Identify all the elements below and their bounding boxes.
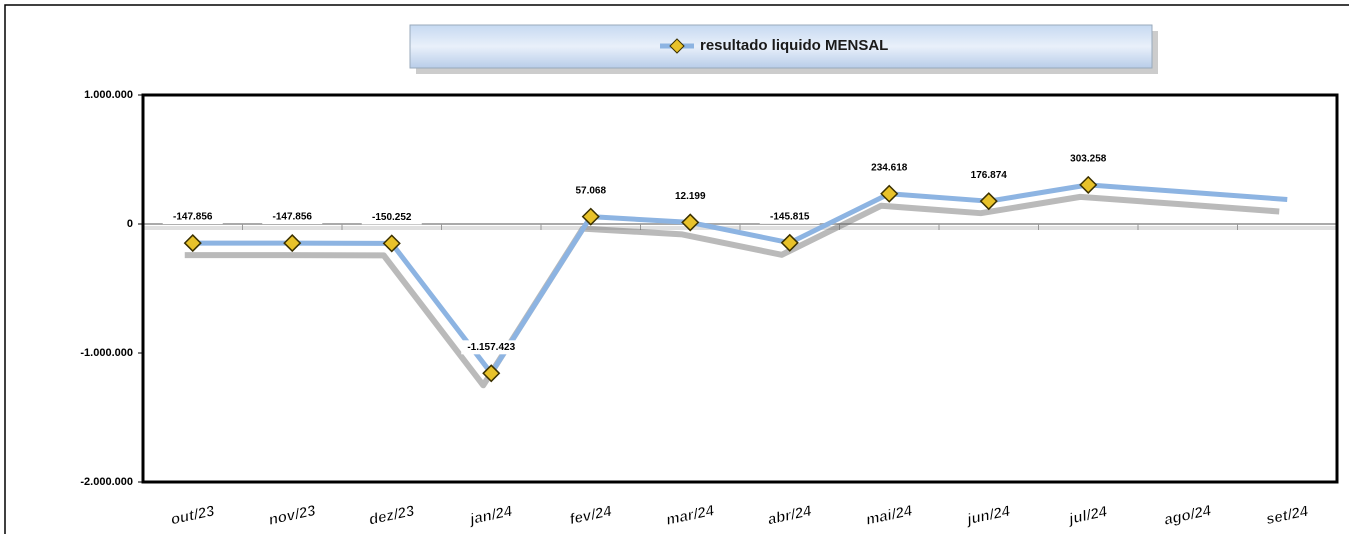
marker [283, 234, 302, 253]
data-label-bg [1058, 151, 1119, 166]
series-line [192, 182, 1288, 376]
data-label-bg [560, 183, 621, 198]
y-tick-label: -1.000.000 [80, 347, 133, 359]
x-tick-label: dez/23 [367, 502, 416, 528]
marker [979, 192, 998, 211]
data-label: -150.252 [372, 212, 412, 223]
y-tick-label: -2.000.000 [80, 476, 133, 488]
y-tick-label: 1.000.000 [84, 89, 133, 101]
marker [581, 207, 600, 226]
x-tick-label: mar/24 [665, 502, 716, 529]
x-tick-label: ago/24 [1163, 502, 1214, 529]
legend-marker [669, 38, 685, 54]
data-label-bg [759, 209, 820, 224]
data-label: 57.068 [575, 185, 606, 196]
data-label: -1.157.423 [467, 342, 515, 353]
x-tick-label: jul/24 [1066, 503, 1110, 528]
y-tick-label: 0 [127, 218, 133, 230]
legend [409, 24, 1153, 69]
data-label-bg [361, 210, 422, 225]
plot-border [141, 93, 1339, 484]
x-tick-label: abr/24 [766, 502, 813, 528]
x-tick-label: out/23 [169, 502, 216, 528]
data-label: -145.815 [770, 211, 810, 222]
data-label: 12.199 [675, 191, 706, 202]
marker [183, 234, 202, 253]
data-label: -147.856 [273, 212, 313, 223]
data-label-bg [958, 168, 1019, 183]
data-label-bg [660, 189, 721, 204]
data-label: 176.874 [971, 170, 1008, 181]
x-tick-label: set/24 [1265, 503, 1311, 529]
data-label: 234.618 [871, 162, 908, 173]
data-label-bg [262, 210, 323, 225]
x-tick-label: fev/24 [568, 503, 614, 529]
marker [681, 213, 700, 232]
series-shadow [184, 193, 1280, 389]
x-tick-label: jun/24 [964, 503, 1013, 529]
data-label-bg [859, 160, 920, 175]
marker [382, 234, 401, 253]
outer-border [4, 4, 1349, 534]
x-tick-label: jan/24 [467, 503, 515, 529]
marker [780, 233, 799, 252]
data-label: -147.856 [173, 212, 213, 223]
marker [1079, 175, 1098, 194]
data-label-bg [162, 210, 223, 225]
x-tick-label: mai/24 [865, 502, 915, 528]
data-label: 303.258 [1070, 154, 1107, 165]
legend-label: resultado liquido MENSAL [700, 37, 888, 54]
x-tick-label: nov/23 [267, 502, 318, 529]
data-label-bg [461, 340, 522, 355]
marker [482, 364, 501, 383]
marker [880, 184, 899, 203]
